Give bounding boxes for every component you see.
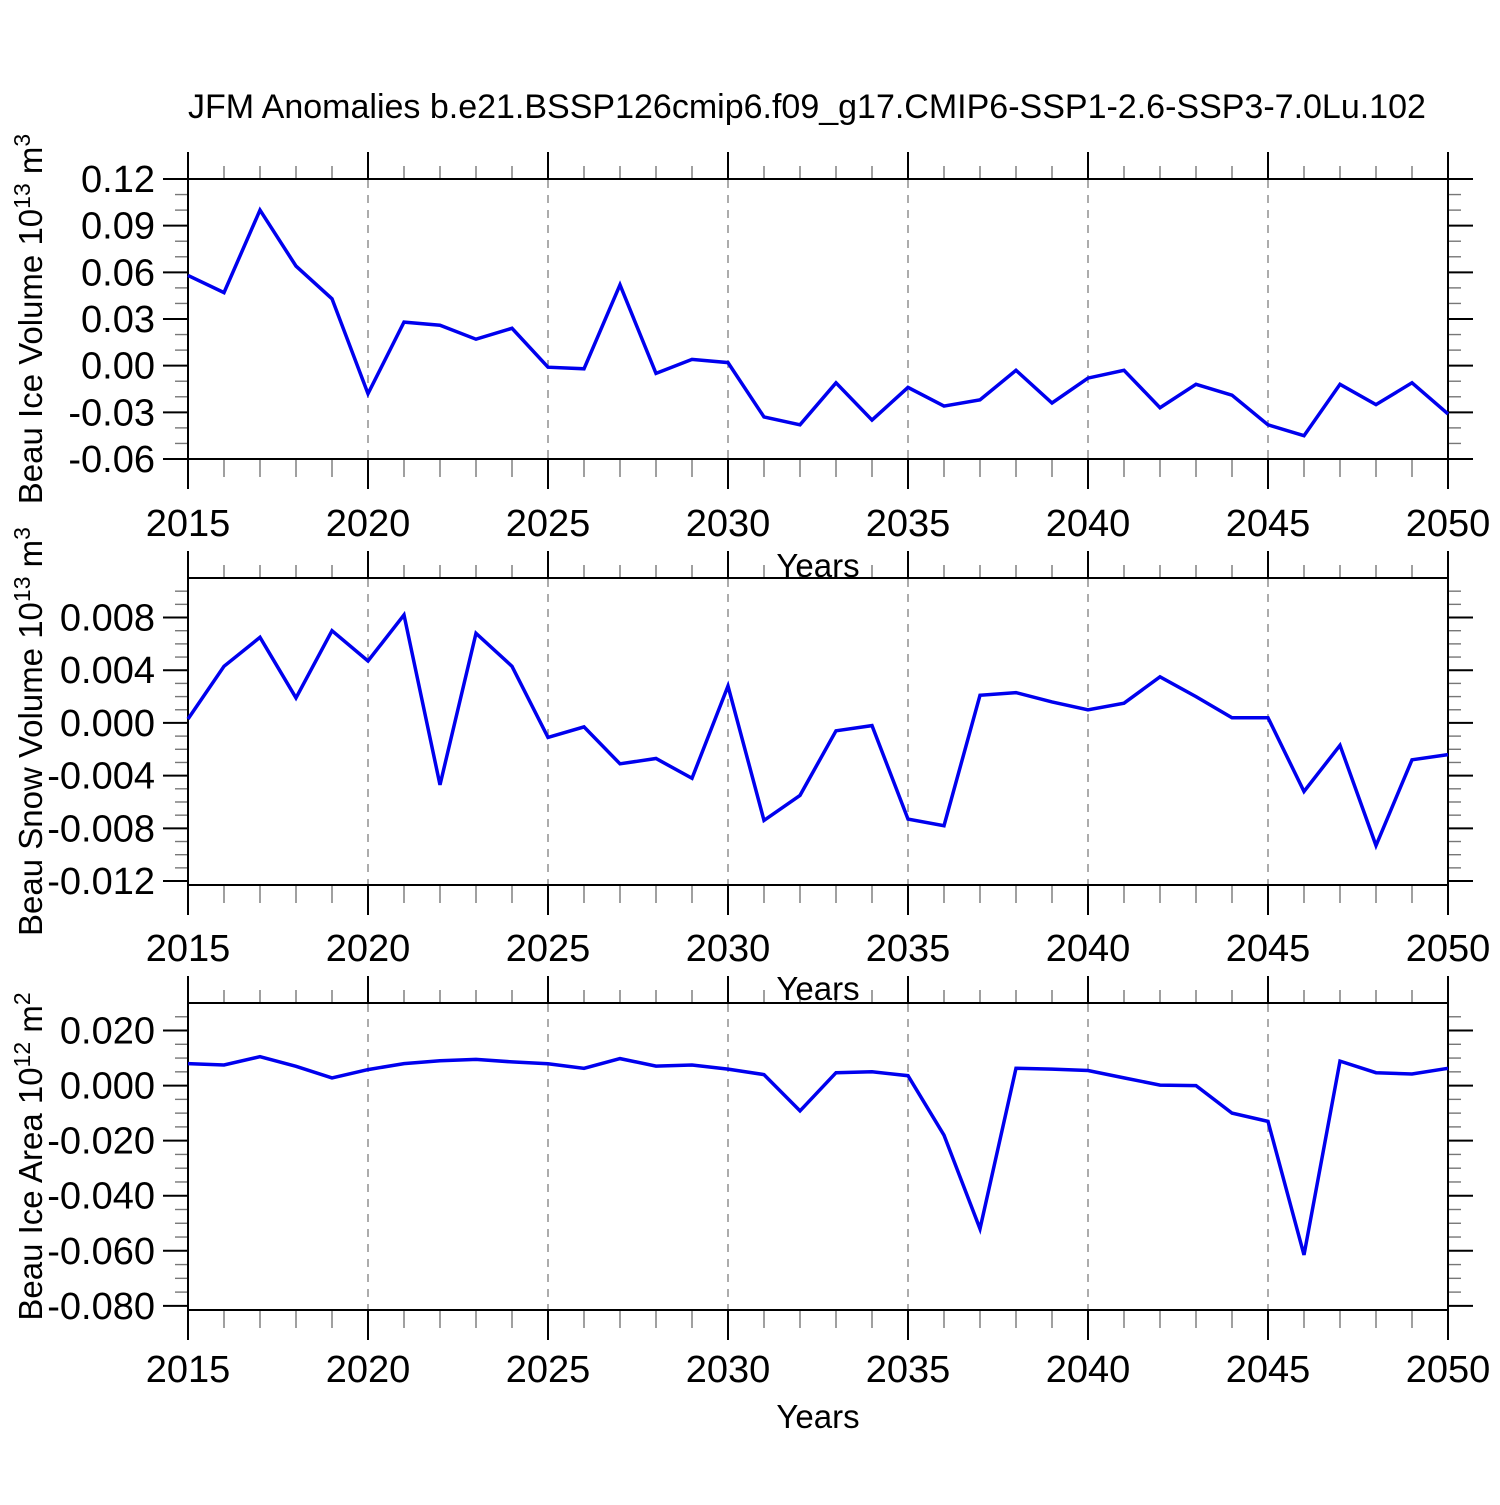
panel-ice-volume: 0.12 0.090.06 0.03 0.00-0.03 -0.06 2015 2020 20… <box>9 134 1490 545</box>
panel-snow-volume: 0.008 0.004 0.000 -0.004 -0.008 -0.012 2015 202… <box>9 527 1490 970</box>
y-tick-label: -0.080 <box>47 1286 155 1328</box>
gridlines <box>367 579 1269 884</box>
x-axis-title-snow-volume: Years <box>776 970 859 1007</box>
plot-box <box>187 577 1449 886</box>
x-tick-label: 2015 <box>146 1349 231 1391</box>
x-tick-label: 2045 <box>1226 928 1311 970</box>
x-axis-title-ice-volume: Years <box>776 547 859 584</box>
gridlines <box>367 1004 1269 1309</box>
y-tick-label: 0.06 <box>81 252 155 294</box>
plot-box <box>187 178 1449 460</box>
x-ticks <box>187 976 1449 1340</box>
y-tick-label: 0.008 <box>60 598 155 640</box>
y-tick-label: 0.12 <box>81 159 155 201</box>
x-tick-label: 2030 <box>686 1349 771 1391</box>
x-tick-label: 2015 <box>146 928 231 970</box>
y-tick-label: 0.000 <box>60 1066 155 1108</box>
x-tick-label: 2020 <box>326 503 411 545</box>
y-tick-label: -0.040 <box>47 1176 155 1218</box>
y-tick-label: -0.012 <box>47 861 155 903</box>
x-tick-label: 2020 <box>326 928 411 970</box>
x-tick-label: 2045 <box>1226 1349 1311 1391</box>
x-tick-label: 2040 <box>1046 503 1131 545</box>
y-axis-title-ice-volume: Beau Ice Volume 1013 m3 <box>9 134 49 504</box>
x-tick-label: 2030 <box>686 503 771 545</box>
y-tick-label: 0.03 <box>81 299 155 341</box>
x-tick-label: 2025 <box>506 928 591 970</box>
x-tick-label: 2035 <box>866 503 951 545</box>
y-tick-label: -0.004 <box>47 756 155 798</box>
x-tick-label: 2040 <box>1046 1349 1131 1391</box>
y-axis-title-ice-area: Beau Ice Area 1012 m2 <box>9 992 49 1320</box>
x-tick-label: 2015 <box>146 503 231 545</box>
x-tick-label: 2045 <box>1226 503 1311 545</box>
y-tick-label: 0.020 <box>60 1011 155 1053</box>
plot-box <box>187 1002 1449 1311</box>
y-axis-title-snow-volume: Beau Snow Volume 1013 m3 <box>9 527 49 936</box>
y-tick-label: 0.000 <box>60 703 155 745</box>
x-tick-label: 2030 <box>686 928 771 970</box>
y-tick-label: 0.00 <box>81 346 155 388</box>
panels-group: 0.12 0.090.06 0.03 0.00-0.03 -0.06 2015 2020 20… <box>9 134 1490 1391</box>
y-ticks: 0.12 0.090.06 0.03 0.00-0.03 -0.06 <box>68 159 1473 481</box>
x-tick-label: 2025 <box>506 1349 591 1391</box>
y-tick-label: -0.03 <box>68 392 155 434</box>
y-ticks: 0.020 0.000 -0.020 -0.040 -0.060 -0.080 <box>47 1011 1473 1328</box>
series-line-ice-area <box>187 1054 1449 1256</box>
panel-ice-area: 0.020 0.000 -0.020 -0.040 -0.060 -0.080 2015 20… <box>9 976 1490 1391</box>
y-tick-label: 0.004 <box>60 650 155 692</box>
y-tick-label: -0.060 <box>47 1231 155 1273</box>
x-tick-label: 2035 <box>866 1349 951 1391</box>
series-line-ice-volume <box>187 206 1450 438</box>
x-axis-title-ice-area: Years <box>776 1398 859 1435</box>
x-tick-label: 2040 <box>1046 928 1131 970</box>
gridlines <box>367 180 1269 458</box>
x-ticks <box>187 551 1449 915</box>
y-tick-label: -0.06 <box>68 439 155 481</box>
y-tick-label: -0.020 <box>47 1121 155 1163</box>
x-tick-label: 2050 <box>1406 928 1491 970</box>
y-ticks: 0.008 0.004 0.000 -0.004 -0.008 -0.012 <box>47 590 1473 903</box>
x-tick-label: 2050 <box>1406 1349 1491 1391</box>
y-tick-label: -0.008 <box>47 808 155 850</box>
x-tick-label: 2025 <box>506 503 591 545</box>
x-tick-label: 2035 <box>866 928 951 970</box>
series-line-snow-volume <box>186 610 1449 851</box>
x-ticks <box>187 152 1449 489</box>
x-tick-label: 2050 <box>1406 503 1491 545</box>
y-tick-label: 0.09 <box>81 206 155 248</box>
chart-title: JFM Anomalies b.e21.BSSP126cmip6.f09_g17… <box>188 88 1426 126</box>
x-tick-label: 2020 <box>326 1349 411 1391</box>
